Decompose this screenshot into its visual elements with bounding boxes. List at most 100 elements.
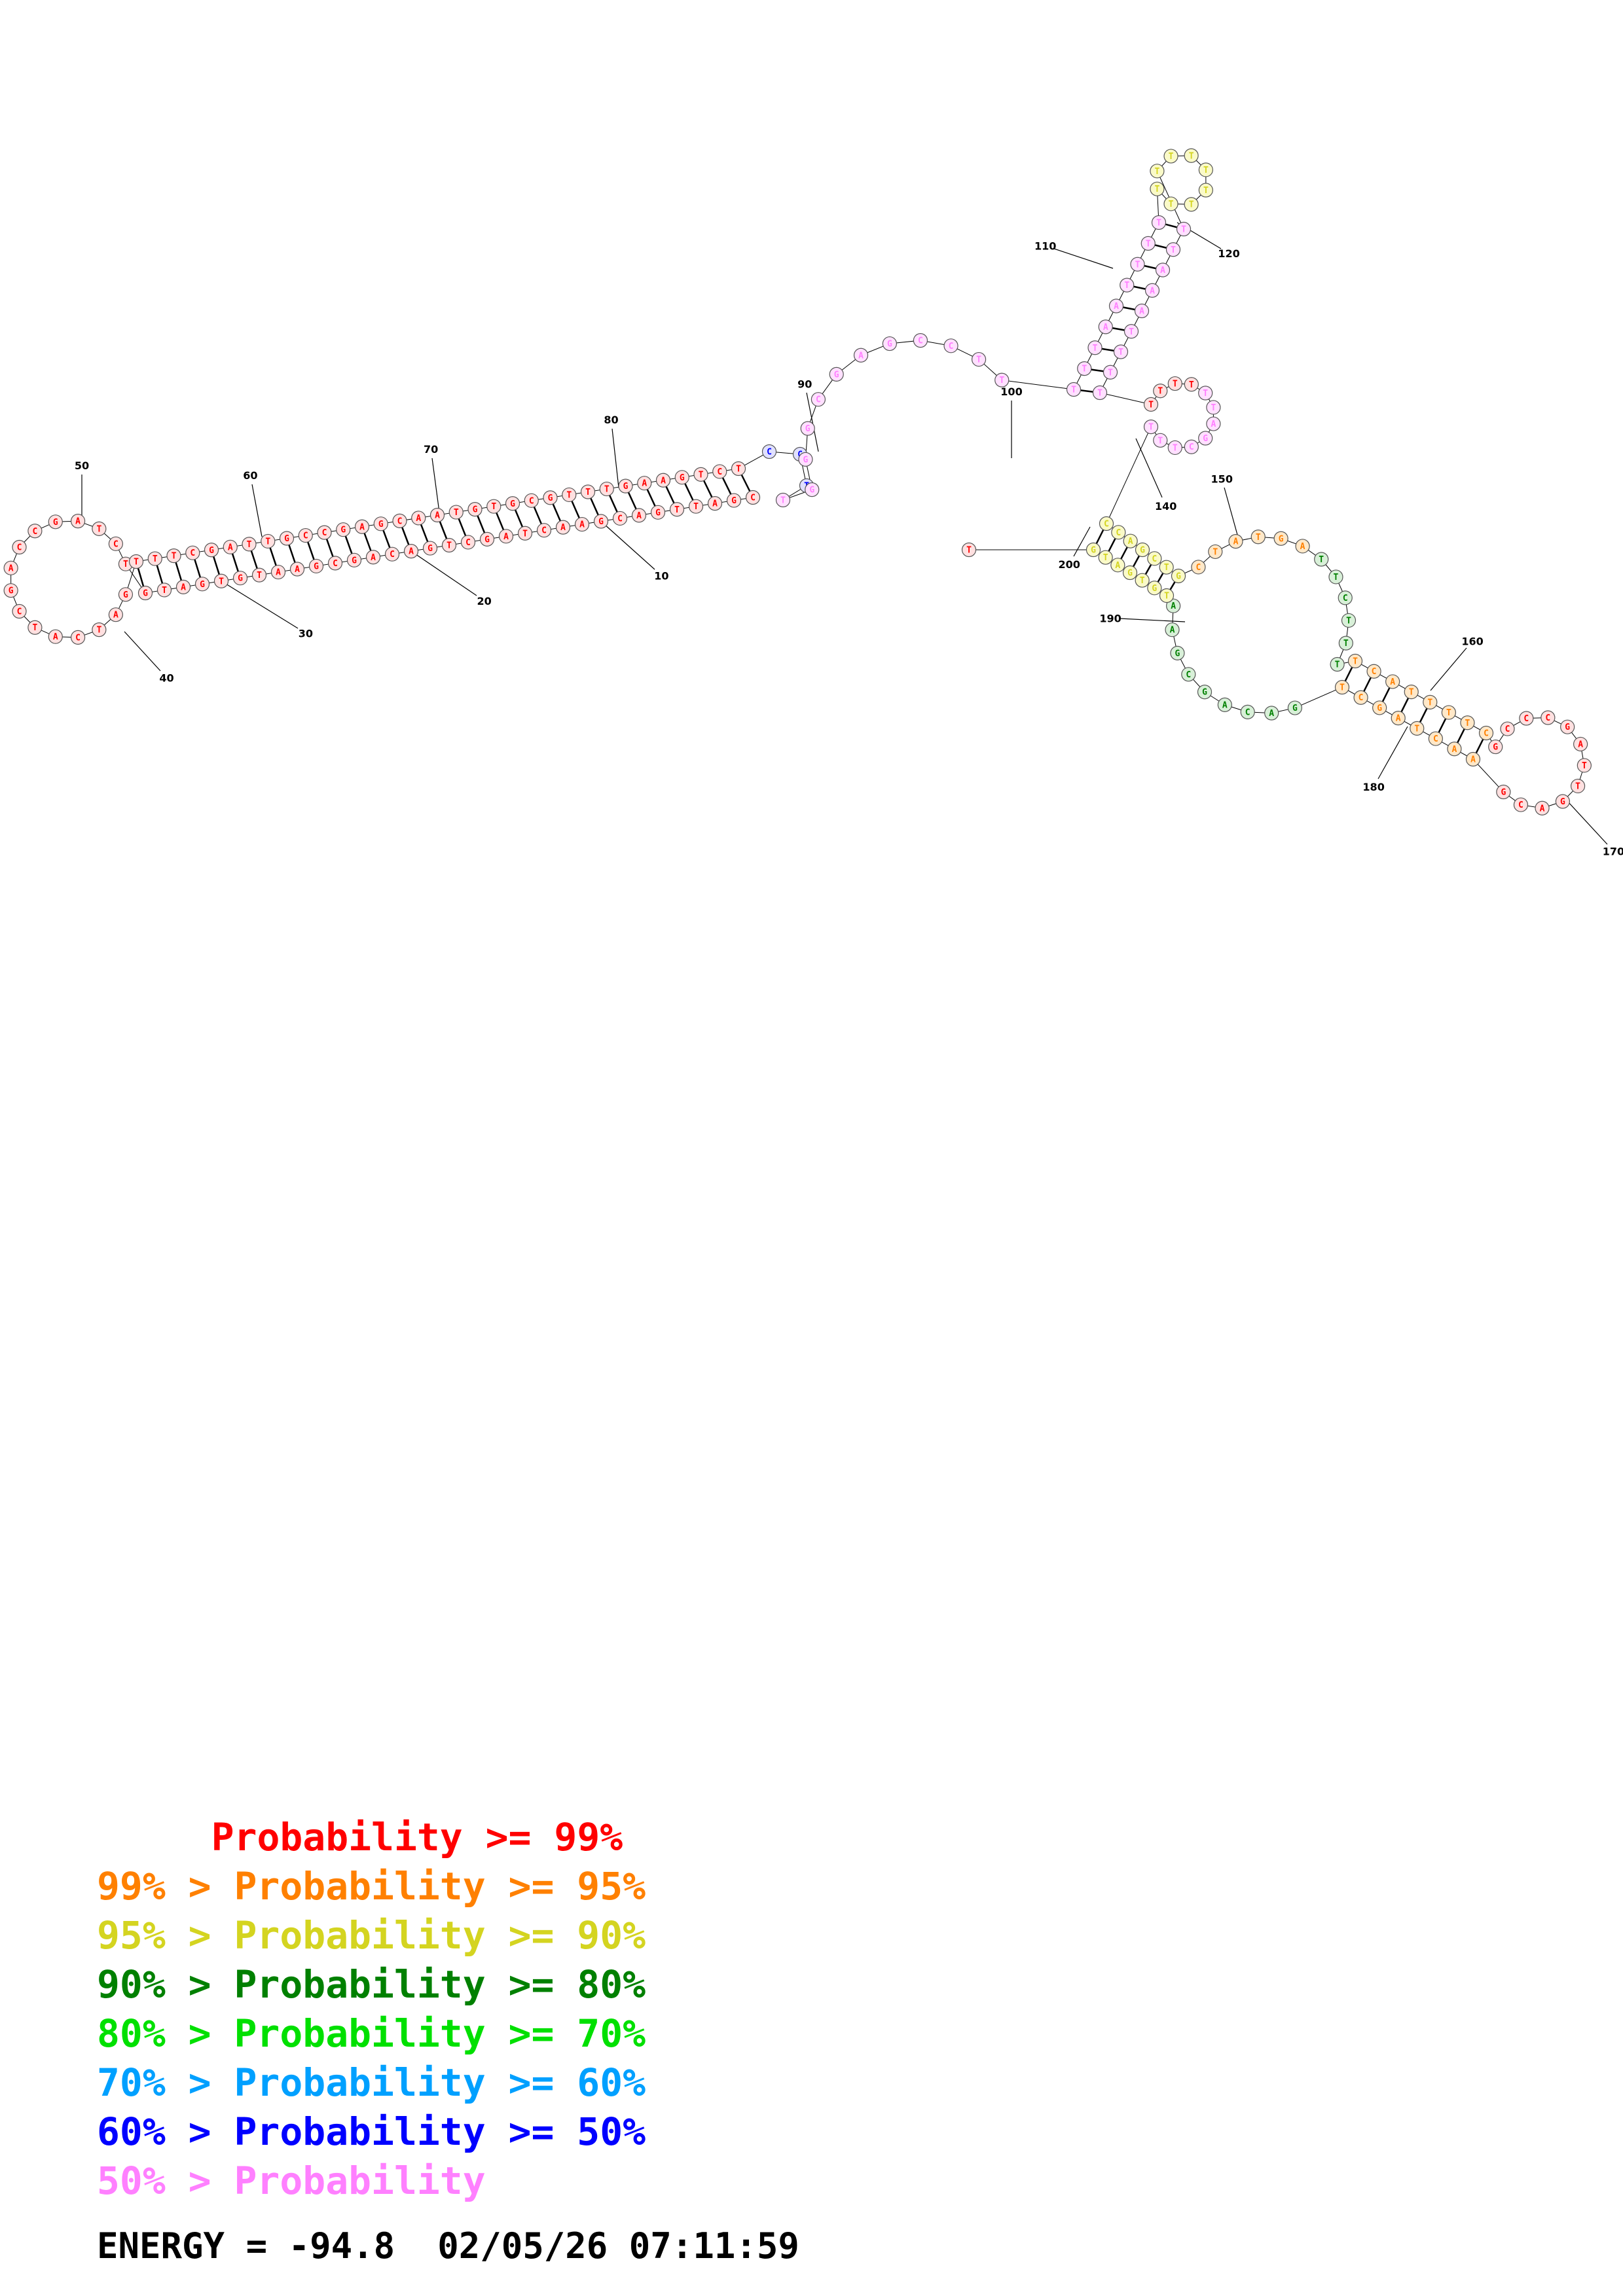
svg-text:A: A [858,351,864,361]
nucleotide: T [92,622,107,637]
nucleotide: T [1441,705,1456,720]
nucleotide: A [1447,742,1462,757]
svg-text:T: T [1164,563,1169,573]
svg-text:T: T [96,524,101,534]
svg-text:T: T [1203,166,1209,175]
svg-text:T: T [1203,389,1208,399]
nucleotide: T [1098,550,1113,565]
legend-prefix: 70% > [97,2060,234,2105]
nucleotide: T [261,533,276,549]
svg-text:T: T [1189,200,1194,210]
svg-text:G: G [340,526,346,535]
nucleotide: T [1167,440,1182,456]
svg-text:A: A [75,517,81,527]
svg-text:T: T [966,546,972,556]
legend-item: Probability >= 99% [97,1813,646,1862]
nucleotide: C [327,556,343,571]
svg-text:C: C [1186,670,1191,680]
nucleotide: T [1159,560,1174,575]
nucleotide: G [467,502,483,517]
nucleotide: G [479,531,495,547]
nucleotide: C [1147,551,1162,566]
nucleotide: T [1087,340,1103,355]
nucleotide: G [1085,542,1101,558]
svg-text:C: C [750,493,756,503]
nucleotide: T [1163,196,1178,211]
nucleotide: T [731,461,746,476]
nucleotide: A [1134,303,1150,319]
nucleotide: A [1228,534,1243,549]
nucleotide: T [1165,242,1181,257]
legend-label: Probability [234,2159,486,2203]
svg-text:A: A [1269,709,1274,719]
svg-text:C: C [397,516,403,526]
svg-text:C: C [1116,528,1121,538]
nucleotide: T [1404,685,1419,700]
svg-text:T: T [1124,281,1129,291]
svg-text:G: G [1493,743,1498,753]
nucleotide: T [1206,400,1221,415]
svg-text:T: T [1414,724,1419,734]
svg-text:G: G [598,517,604,527]
legend-label: Probability >= 60% [234,2060,646,2105]
nucleotide: C [1353,690,1368,705]
nucleotide: A [631,508,647,523]
position-tick [1119,618,1186,622]
svg-text:C: C [333,559,338,569]
position-label: 200 [1058,558,1080,571]
svg-text:T: T [1071,386,1076,395]
svg-text:C: C [1196,563,1201,573]
nucleotide: T [1330,656,1345,672]
nucleotide: T [669,502,685,517]
legend-item: 95% > Probability >= 90% [97,1911,646,1960]
svg-text:G: G [1175,649,1180,658]
position-label: 30 [299,627,313,639]
position-label: 10 [654,569,668,582]
svg-text:T: T [1409,688,1414,698]
nucleotide: T [1328,569,1343,584]
nucleotide: G [1496,784,1511,800]
svg-text:G: G [1501,787,1506,797]
nucleotide: A [1098,319,1113,334]
nucleotide: T [1123,324,1139,339]
nucleotide: T [693,467,708,482]
nucleotide: T [1341,613,1357,628]
nucleotide: T [1198,183,1213,198]
legend-item: 80% > Probability >= 70% [97,2009,646,2058]
nucleotide: A [1166,598,1181,613]
nucleotide: A [555,520,571,535]
energy-value: ENERGY = -94.8 [97,2225,395,2267]
svg-text:C: C [465,538,471,548]
svg-text:C: C [617,514,623,524]
nucleotide: A [70,514,86,529]
nucleotide: G [336,522,351,537]
nucleotide: A [48,629,63,644]
nucleotide: T [775,492,791,508]
nucleotide: T [156,583,172,598]
nucleotide: A [1465,751,1481,767]
svg-text:T: T [1173,443,1178,453]
svg-text:T: T [674,505,680,515]
nucleotide: T [1130,257,1145,272]
svg-text:T: T [1446,708,1451,718]
svg-text:C: C [949,342,954,351]
svg-text:G: G [680,473,685,483]
svg-text:C: C [1505,725,1510,734]
probability-legend: Probability >= 99% 99% > Probability >= 9… [97,1813,646,2206]
svg-text:G: G [887,340,892,350]
nucleotide: C [12,603,27,619]
svg-text:G: G [473,505,478,515]
nucleotide: T [1314,552,1329,567]
svg-text:C: C [541,526,547,536]
svg-text:T: T [699,470,704,480]
svg-text:C: C [190,548,195,558]
svg-text:T: T [219,577,224,586]
legend-label: Probability >= 95% [234,1864,646,1909]
nucleotide: T [1150,164,1165,179]
nucleotide: T [1140,236,1156,251]
nucleotide: A [1264,706,1279,721]
legend-item: 50% > Probability [97,2157,646,2206]
nucleotide: T [166,548,181,564]
nucleotide: A [289,562,305,577]
position-label: 190 [1099,612,1121,624]
